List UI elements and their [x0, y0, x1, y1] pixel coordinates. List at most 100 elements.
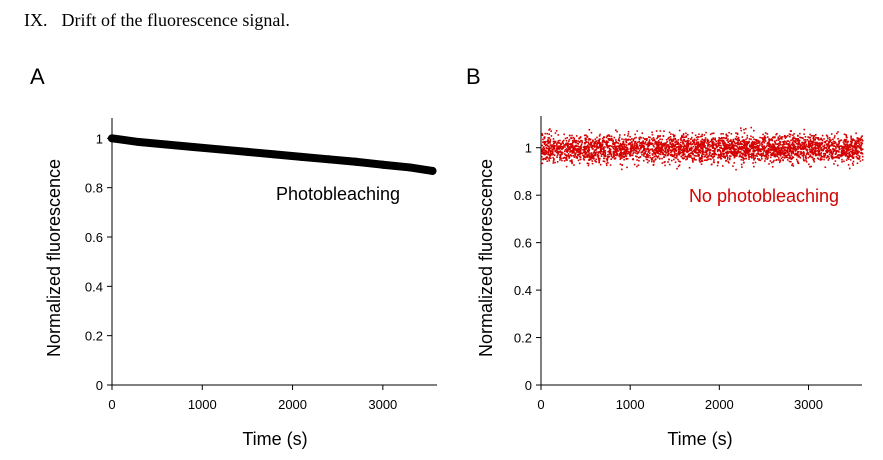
data-point-b	[608, 147, 611, 150]
data-point-b	[757, 144, 759, 147]
data-point-b	[579, 145, 582, 148]
data-point-b	[587, 162, 590, 165]
data-point-b	[583, 145, 586, 148]
annotation-no-photobleaching: No photobleaching	[689, 186, 839, 206]
data-point-b	[808, 143, 810, 146]
data-point-b	[845, 143, 847, 146]
data-point-b	[659, 147, 662, 149]
data-point-a	[108, 134, 116, 143]
data-point-b	[588, 128, 591, 131]
data-point-b	[717, 139, 719, 142]
data-point-b	[570, 144, 573, 147]
data-point-b	[798, 155, 801, 158]
data-point-b	[785, 156, 788, 158]
data-point-b	[552, 153, 555, 156]
data-point-b	[780, 157, 783, 160]
data-point-b	[820, 143, 823, 145]
data-point-b	[552, 144, 554, 146]
data-point-b	[631, 138, 633, 140]
data-point-b	[615, 150, 618, 152]
data-point-b	[682, 151, 685, 154]
data-point-b	[709, 158, 711, 160]
data-point-b	[710, 158, 712, 161]
data-point-b	[741, 140, 743, 143]
data-point-b	[820, 153, 822, 155]
data-point-b	[752, 129, 755, 132]
data-point-b	[596, 151, 598, 153]
data-point-b	[710, 155, 713, 158]
data-point-b	[744, 148, 747, 151]
data-point-b	[620, 147, 622, 150]
data-point-b	[731, 141, 733, 144]
data-point-b	[802, 156, 805, 158]
data-point-b	[730, 145, 733, 148]
data-point-b	[690, 146, 692, 149]
data-point-b	[750, 147, 753, 150]
data-point-b	[586, 151, 589, 153]
data-point-b	[757, 148, 759, 150]
data-point-b	[700, 157, 703, 159]
data-point-b	[807, 136, 809, 138]
data-point-b	[801, 141, 804, 144]
data-point-b	[652, 164, 655, 166]
data-point-b	[730, 139, 732, 141]
data-point-b	[586, 145, 588, 148]
data-point-b	[844, 147, 846, 150]
data-point-b	[739, 141, 742, 143]
data-point-b	[684, 144, 686, 147]
data-point-b	[737, 143, 739, 146]
data-point-b	[856, 150, 858, 152]
data-point-b	[671, 138, 673, 141]
data-point-b	[771, 165, 774, 168]
data-point-b	[748, 145, 751, 148]
data-point-b	[670, 133, 672, 135]
data-point-b	[588, 158, 591, 160]
data-point-b	[672, 148, 675, 150]
data-point-b	[775, 148, 778, 150]
data-point-b	[542, 153, 545, 155]
data-point-b	[836, 156, 838, 159]
data-point-b	[705, 151, 708, 154]
data-point-b	[792, 152, 795, 155]
data-point-b	[750, 135, 752, 138]
data-point-b	[594, 153, 596, 156]
data-point-b	[768, 144, 770, 146]
data-point-b	[669, 141, 671, 144]
data-point-b	[742, 159, 745, 161]
data-point-b	[813, 134, 816, 137]
data-point-b	[633, 163, 636, 166]
data-point-b	[703, 153, 705, 156]
data-point-b	[732, 144, 735, 146]
data-point-b	[664, 148, 667, 150]
data-point-b	[661, 162, 664, 164]
data-point-b	[568, 155, 570, 157]
data-point-b	[620, 148, 623, 151]
data-point-b	[848, 148, 850, 151]
data-point-b	[590, 141, 592, 144]
data-point-b	[705, 154, 707, 156]
data-point-b	[648, 139, 651, 141]
data-point-b	[768, 150, 770, 153]
data-point-b	[580, 143, 583, 146]
data-point-b	[620, 168, 623, 171]
data-point-b	[545, 143, 548, 146]
data-point-b	[724, 147, 727, 150]
data-point-b	[635, 147, 638, 150]
data-point-b	[713, 138, 716, 141]
data-point-b	[612, 140, 614, 143]
data-point-b	[726, 139, 728, 142]
data-point-b	[812, 158, 815, 161]
data-point-b	[840, 152, 843, 155]
data-point-b	[784, 137, 787, 139]
data-point-b	[704, 145, 706, 147]
data-point-b	[764, 137, 766, 140]
data-point-b	[571, 162, 573, 165]
data-point-b	[733, 144, 736, 147]
data-point-b	[759, 148, 761, 151]
data-point-b	[660, 141, 663, 143]
data-point-b	[693, 148, 696, 151]
data-point-b	[677, 143, 680, 145]
data-point-b	[642, 137, 645, 139]
data-point-b	[623, 143, 625, 146]
data-point-b	[633, 137, 636, 140]
